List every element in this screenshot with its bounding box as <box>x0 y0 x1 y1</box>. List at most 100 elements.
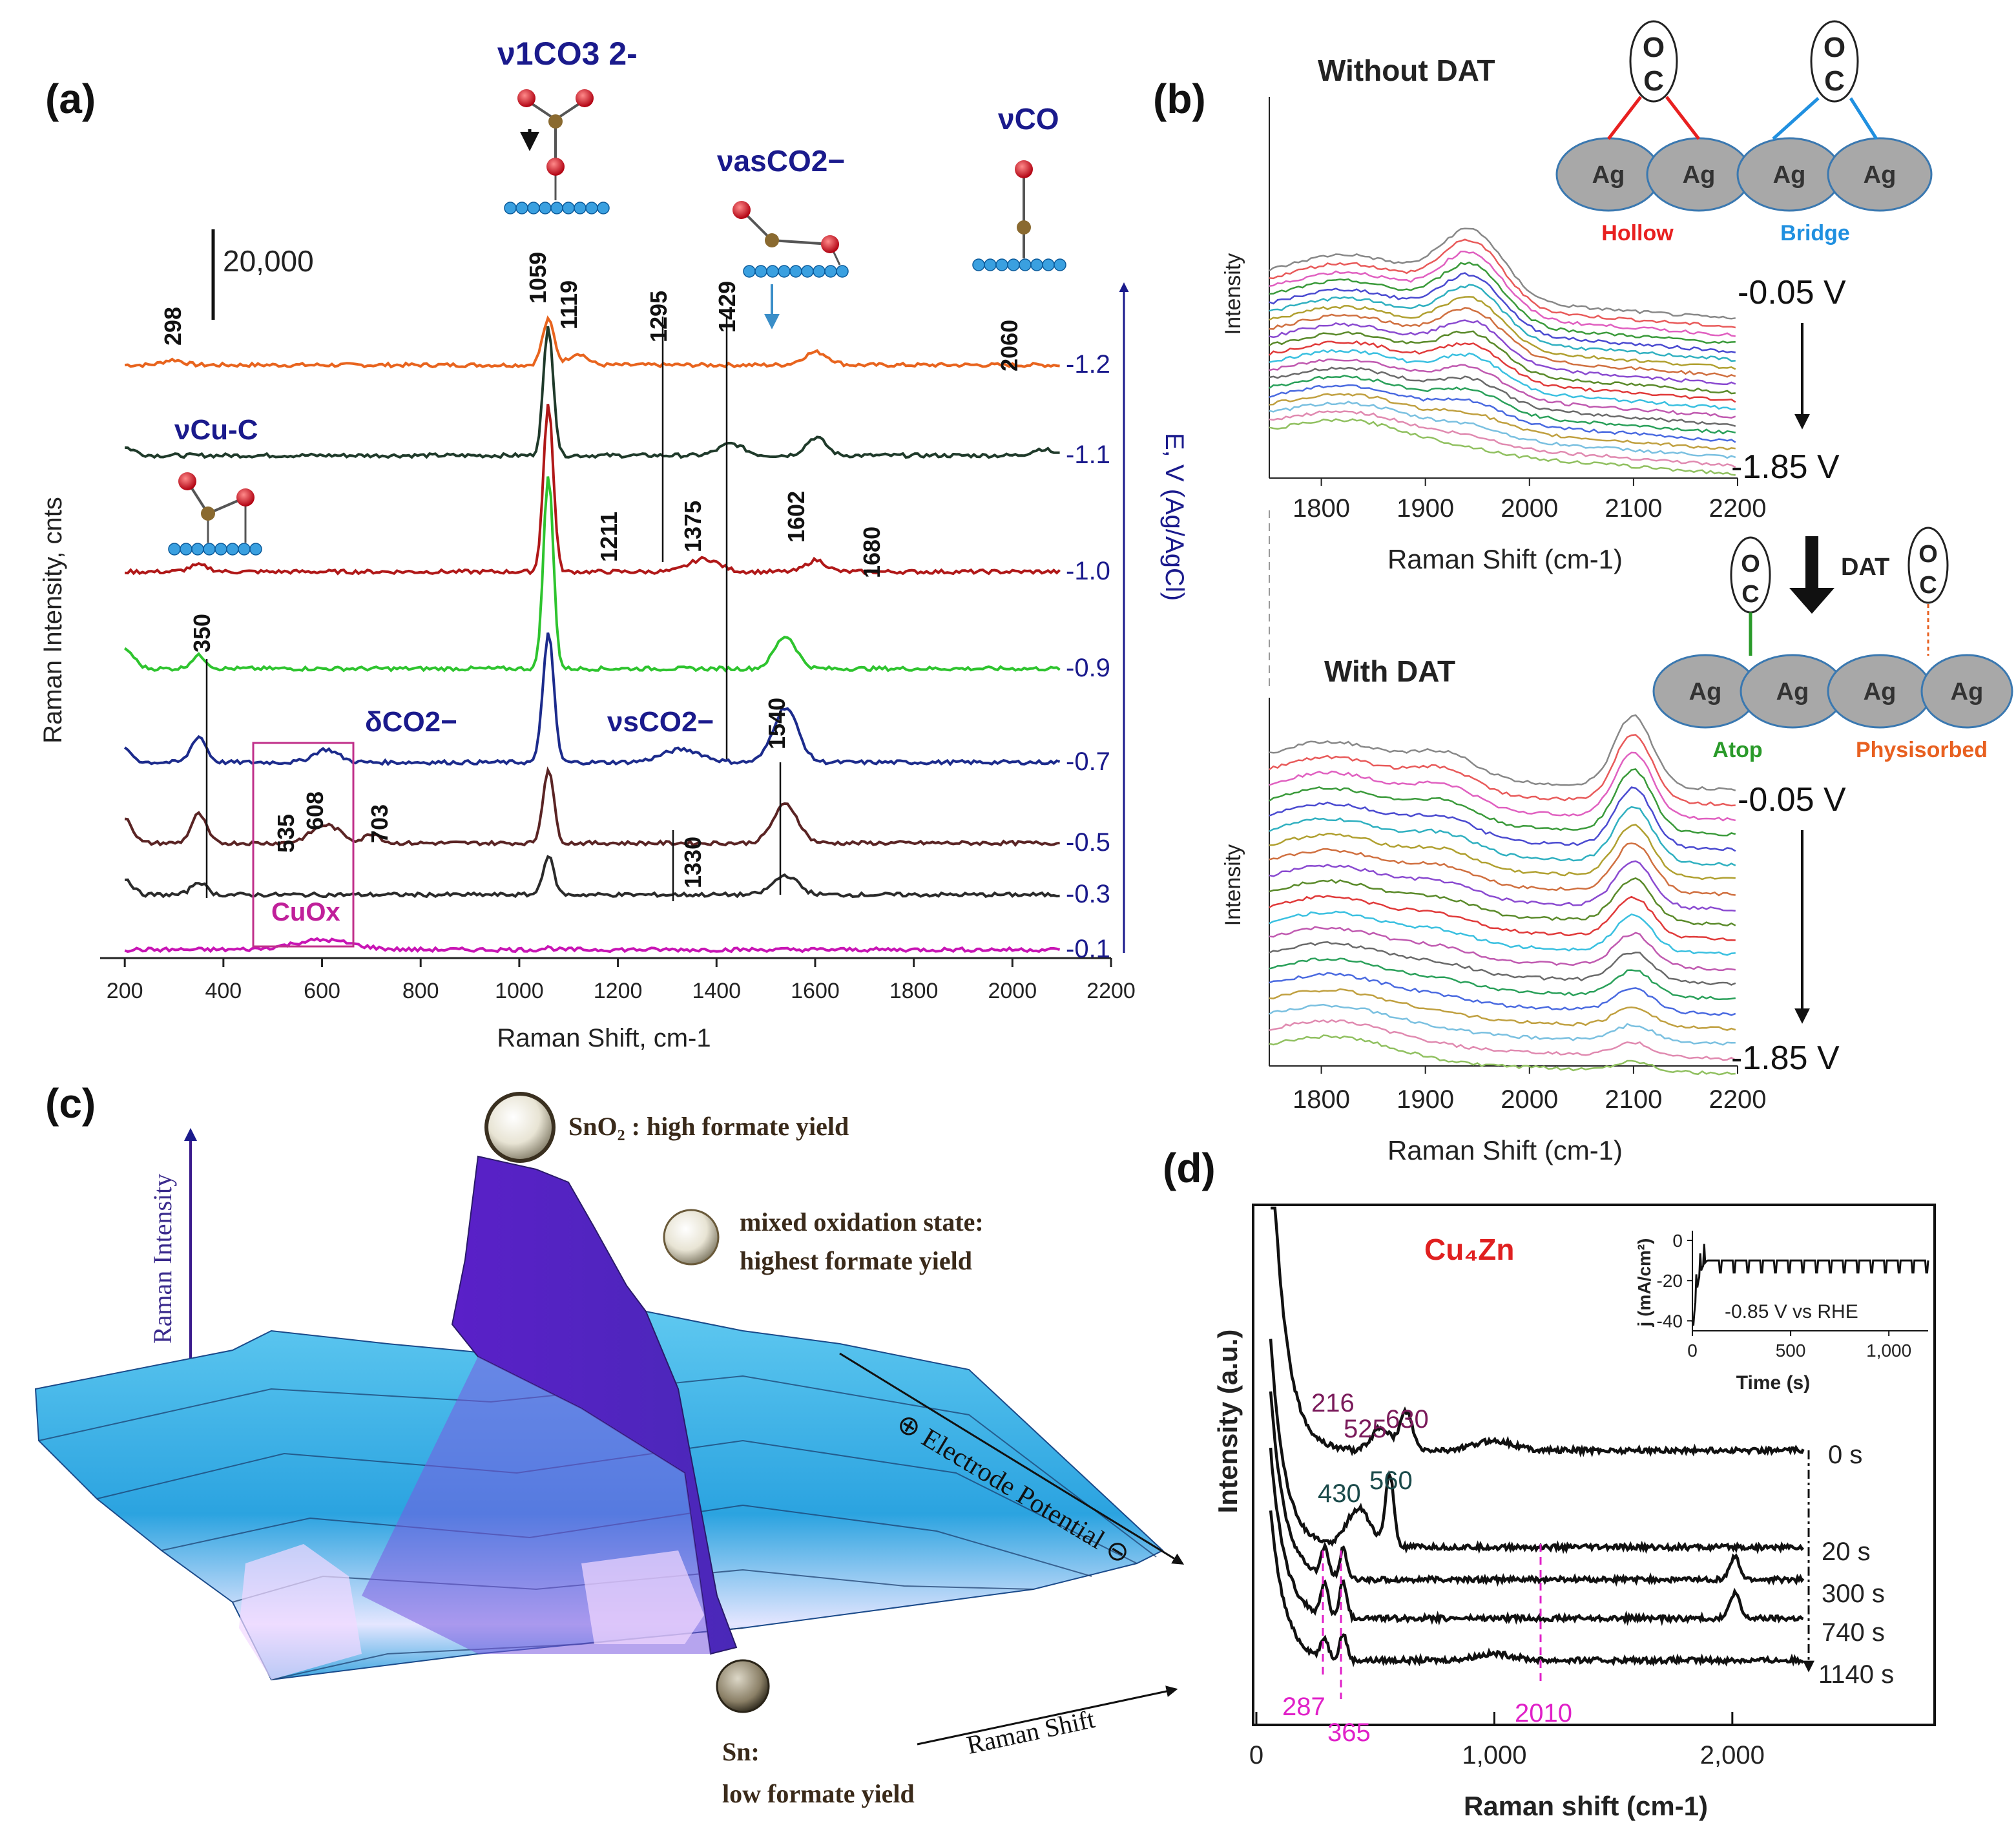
b-spectrum <box>1269 786 1736 852</box>
a-tick-label: 200 <box>107 979 143 1003</box>
d-time-20: 20 s <box>1822 1538 1871 1566</box>
b-spectrum <box>1269 1034 1736 1076</box>
panel-c-label: (c) <box>45 1080 96 1127</box>
d-inset-ticks: 0-20-400 500 1,000 <box>1657 1231 1912 1361</box>
b-spectrum <box>1269 910 1736 956</box>
b-spectrum <box>1269 734 1736 807</box>
b-spectrum <box>1269 401 1736 459</box>
a-cuox-box <box>252 742 355 948</box>
c-note-sn-2: low formate yield <box>722 1779 915 1808</box>
d-peak-630: 630 <box>1386 1405 1429 1434</box>
panel-a-label: (a) <box>45 76 96 122</box>
a-peak-2060: 2060 <box>996 320 1023 371</box>
d-time-740: 740 s <box>1822 1618 1885 1647</box>
d-x-label: Raman shift (cm-1) <box>1464 1791 1708 1821</box>
a-peak-1375: 1375 <box>680 501 706 552</box>
b-spectrum <box>1269 860 1736 912</box>
b-bot-o-2: O <box>1918 541 1938 568</box>
a-peak-1429: 1429 <box>714 281 740 333</box>
d-x-ticks: 0 1,000 2,000 <box>1249 1712 1765 1769</box>
b-spectrum <box>1269 842 1736 897</box>
d-peak-2010: 2010 <box>1515 1699 1572 1727</box>
a-right-axis-label: E, V (Ag/AgCl) <box>1160 433 1189 601</box>
b-top-x-label: Raman Shift (cm-1) <box>1387 544 1623 574</box>
a-spectra <box>123 315 1061 954</box>
a-potential-label: -1.2 <box>1066 350 1110 379</box>
a-tick-label: 400 <box>205 979 242 1003</box>
b-spectrum <box>1269 340 1736 403</box>
b-bot-o-1: O <box>1741 550 1760 578</box>
a-peak-1602: 1602 <box>783 491 809 543</box>
b-tick-label: 1900 <box>1397 494 1454 523</box>
b-site-physisorbed: Physisorbed <box>1856 738 1988 762</box>
b-dat-arrow <box>1789 536 1834 614</box>
d-tick-label: 2,000 <box>1700 1741 1765 1769</box>
d-spectra <box>1269 1206 1805 1667</box>
b-spectrum <box>1269 1019 1736 1061</box>
c-ball-sno2 <box>484 1092 556 1163</box>
d-tick-label: 0 <box>1249 1741 1263 1769</box>
a-band-dco2: δCO2− <box>365 706 457 738</box>
a-spectrum--0.1 <box>124 937 1061 954</box>
b-top-potential-start: -0.05 V <box>1738 274 1846 311</box>
b-top-ticks: 1800 1900 2000 2100 2200 <box>1293 478 1766 523</box>
a-peak-350: 350 <box>189 614 215 652</box>
b-spectrum <box>1269 768 1736 837</box>
d-peak-525: 525 <box>1344 1415 1387 1443</box>
panel-b-label: (b) <box>1153 76 1206 122</box>
panel-c: (c) Raman Intensity ⊕ Electrode Potentia… <box>34 1080 1185 1808</box>
a-spectrum--1.2 <box>124 315 1060 369</box>
b-bot-ag-3: Ag <box>1864 678 1896 705</box>
a-x-label: Raman Shift, cm-1 <box>497 1024 711 1052</box>
a-peak-labels: 298 1059 1119 1295 1429 2060 1211 1375 1… <box>160 252 1023 888</box>
d-peak-labels: 216 525 630 430 560 287 365 2010 <box>1282 1389 1572 1747</box>
b-spectrum <box>1269 926 1736 972</box>
b-spectrum <box>1269 1003 1736 1046</box>
b-bottom-x-label: Raman Shift (cm-1) <box>1387 1135 1623 1165</box>
b-spectrum <box>1269 393 1736 451</box>
a-spectrum--0.3 <box>125 855 1060 899</box>
b-tick-label: 1800 <box>1293 494 1350 523</box>
a-band-v1co3: ν1CO3 2- <box>497 36 638 72</box>
b-spectrum <box>1269 806 1736 867</box>
b-bottom-ticks: 1800 1900 2000 2100 2200 <box>1293 1066 1766 1114</box>
b-bot-ag-4: Ag <box>1951 678 1984 705</box>
d-time-0: 0 s <box>1828 1441 1862 1469</box>
b-spectrum <box>1269 272 1736 353</box>
a-peak-608: 608 <box>302 791 328 830</box>
b-tick-label: 2200 <box>1709 1085 1767 1114</box>
b-tick-label: 2100 <box>1605 1085 1662 1114</box>
a-potential-label: -1.0 <box>1066 557 1110 585</box>
a-scale-bar-label: 20,000 <box>223 244 314 278</box>
a-band-vasco2: νasCO2− <box>717 144 845 178</box>
b-top-y-label: Intensity <box>1221 253 1245 335</box>
a-molecule-bridge <box>168 472 262 556</box>
b-spectrum <box>1269 824 1736 881</box>
a-potential-label: -0.5 <box>1066 828 1110 857</box>
b-spectrum <box>1269 877 1736 926</box>
c-highlight-1 <box>239 1544 362 1680</box>
b-spectrum <box>1269 988 1736 1031</box>
d-peak-560: 560 <box>1369 1466 1413 1495</box>
a-y-label: Raman Intensity, cnts <box>39 497 67 744</box>
b-tick-label: 2100 <box>1605 494 1662 523</box>
b-top-c-1: C <box>1643 65 1664 97</box>
b-bottom-spectra <box>1269 714 1736 1076</box>
d-title: Cu₄Zn <box>1424 1233 1514 1266</box>
a-tick-label: 1200 <box>594 979 643 1003</box>
b-tick-label: 1900 <box>1397 1085 1454 1114</box>
b-bottom-title: With DAT <box>1324 654 1455 688</box>
c-y-label: Raman Intensity <box>148 1174 177 1344</box>
a-molecule-carbonate <box>504 89 610 214</box>
d-inset: 0-20-400 500 1,000 -0.85 V vs RHE Time (s)… <box>1634 1231 1929 1393</box>
d-inset-ytick-label: -20 <box>1657 1271 1683 1291</box>
a-tick-label: 2200 <box>1086 979 1136 1003</box>
b-spectrum <box>1269 284 1736 362</box>
a-tick-label: 1600 <box>791 979 840 1003</box>
b-spectrum <box>1269 941 1736 986</box>
d-time-300: 300 s <box>1822 1580 1885 1608</box>
a-guide-lines <box>205 317 782 901</box>
b-spectrum <box>1269 261 1736 344</box>
c-highlight-2 <box>581 1550 704 1644</box>
